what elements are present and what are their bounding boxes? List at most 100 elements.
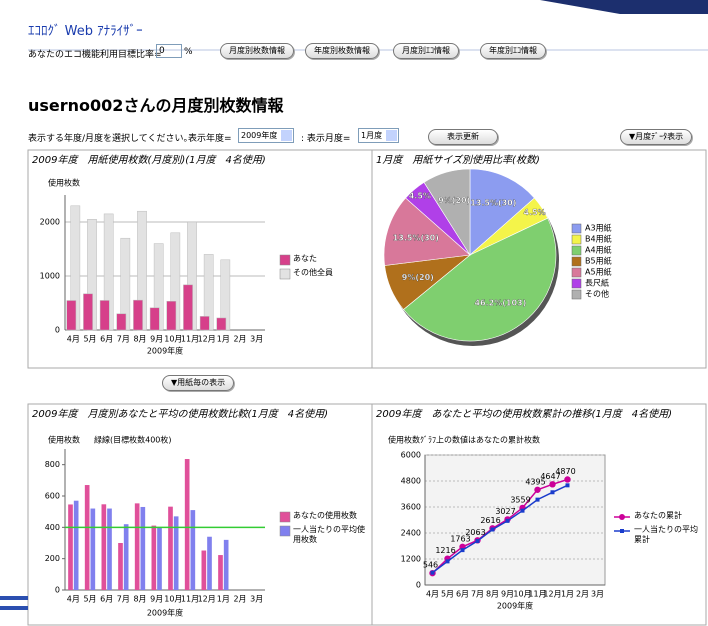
x-tick-label: 12月 bbox=[198, 335, 216, 344]
point bbox=[565, 483, 570, 488]
bar bbox=[216, 317, 227, 331]
x-tick-label: 6月 bbox=[100, 595, 113, 604]
y-tick-label: 0 bbox=[416, 581, 421, 590]
legend-label: B5用紙 bbox=[585, 256, 612, 266]
y-tick-label: 600 bbox=[45, 492, 60, 501]
update-button[interactable]: 表示更新 bbox=[428, 129, 498, 145]
legend-label: B4用紙 bbox=[585, 234, 612, 244]
legend-entry: 一人当たりの平均累計 bbox=[634, 525, 698, 544]
x-axis-title: 2009年度 bbox=[147, 608, 183, 618]
bottom-panel bbox=[27, 403, 707, 626]
legend-swatch bbox=[279, 268, 291, 280]
point bbox=[564, 476, 571, 483]
legend-entry: あなた bbox=[293, 254, 317, 263]
y-axis-title: 使用枚数 bbox=[388, 435, 420, 445]
data-label: 4647 bbox=[540, 472, 560, 481]
legend-swatch bbox=[571, 267, 582, 278]
x-tick-label: 2月 bbox=[233, 335, 246, 344]
slice-label: 9%(20) bbox=[438, 196, 470, 205]
bar bbox=[107, 508, 112, 590]
legend-swatch bbox=[571, 223, 582, 234]
annotation: 緑線(目標枚数400枚) bbox=[94, 435, 172, 445]
plot-area bbox=[424, 454, 606, 586]
x-tick-label: 1月 bbox=[217, 335, 230, 344]
x-tick-label: 9月 bbox=[150, 595, 163, 604]
x-axis-title: 2009年度 bbox=[147, 346, 183, 356]
data-label: 4395 bbox=[525, 477, 545, 486]
point bbox=[490, 527, 495, 532]
year-select[interactable]: 2009年度 bbox=[238, 128, 295, 143]
monthly-button[interactable]: ▼月度ﾃﾞｰﾀ表示 bbox=[620, 129, 693, 145]
legend-swatch bbox=[571, 245, 582, 256]
series-line bbox=[432, 484, 568, 574]
x-tick-label: 4月 bbox=[426, 590, 439, 599]
legend-swatch bbox=[571, 289, 582, 300]
x-tick-label: 10月 bbox=[513, 590, 531, 599]
bar bbox=[199, 316, 210, 331]
nav-button[interactable]: 年度別ｴｺ情報 bbox=[480, 43, 546, 59]
x-tick-label: 8月 bbox=[486, 590, 499, 599]
bar bbox=[99, 300, 110, 331]
legend-label: あなたの使用枚数 bbox=[293, 511, 357, 520]
x-tick-label: 5月 bbox=[83, 595, 96, 604]
paper-button[interactable]: ▼用紙毎の表示 bbox=[162, 375, 235, 391]
legend-label: あなた bbox=[293, 254, 317, 263]
app-title: ｴｺﾛｸﾞ Web ｱﾅﾗｲｻﾞｰ bbox=[28, 24, 143, 39]
month-select[interactable]: 1月度 bbox=[358, 128, 400, 143]
x-tick-label: 11月 bbox=[528, 590, 546, 599]
corner-decoration bbox=[540, 0, 708, 14]
legend-marker bbox=[620, 529, 624, 533]
y-axis-title: 使用枚数 bbox=[48, 435, 80, 445]
slice-label: 4.5% bbox=[409, 192, 431, 201]
data-label: 546 bbox=[423, 561, 438, 570]
point bbox=[475, 539, 480, 544]
bar bbox=[184, 459, 190, 590]
x-tick-label: 5月 bbox=[83, 335, 96, 344]
month-label: : 表示月度= bbox=[301, 134, 351, 144]
x-tick-label: 9月 bbox=[150, 335, 163, 344]
target-input[interactable]: 0 bbox=[156, 44, 182, 58]
x-tick-label: 3月 bbox=[250, 595, 263, 604]
y-tick-label: 2400 bbox=[401, 529, 421, 538]
nav-button[interactable]: 月度別ｴｺ情報 bbox=[393, 43, 459, 59]
legend-swatch bbox=[571, 278, 582, 289]
bar bbox=[173, 516, 179, 590]
pie-slice bbox=[403, 217, 557, 342]
point bbox=[534, 486, 541, 493]
y-tick-label: 800 bbox=[45, 460, 60, 469]
bar bbox=[66, 300, 77, 331]
point bbox=[460, 548, 465, 553]
bar bbox=[183, 284, 193, 331]
bar bbox=[68, 504, 73, 590]
legend-label: A3用紙 bbox=[585, 223, 612, 233]
x-tick-label: 4月 bbox=[67, 335, 80, 344]
chart-title: 1月度 用紙サイズ別使用比率(枚数) bbox=[376, 154, 540, 166]
point bbox=[505, 518, 510, 523]
x-tick-label: 2月 bbox=[233, 595, 246, 604]
pie-slice bbox=[469, 168, 535, 256]
x-tick-label: 9月 bbox=[501, 590, 514, 599]
legend-marker bbox=[619, 514, 625, 520]
x-tick-label: 8月 bbox=[133, 335, 146, 344]
bar bbox=[157, 527, 162, 590]
x-tick-label: 12月 bbox=[198, 595, 216, 604]
x-tick-label: 5月 bbox=[441, 590, 454, 599]
nav-button[interactable]: 月度別枚数情報 bbox=[220, 43, 294, 59]
pie-slice bbox=[423, 168, 471, 257]
point bbox=[430, 570, 435, 575]
x-tick-label: 12月 bbox=[543, 590, 561, 599]
legend-swatch bbox=[279, 525, 291, 537]
data-label: 1216 bbox=[435, 546, 455, 555]
nav-button[interactable]: 年度別枚数情報 bbox=[305, 43, 379, 59]
x-axis-title: 2009年度 bbox=[497, 601, 533, 611]
legend-swatch bbox=[279, 254, 291, 266]
bar bbox=[133, 299, 143, 331]
data-label: 2616 bbox=[480, 516, 500, 525]
point bbox=[549, 481, 556, 488]
bar bbox=[223, 539, 229, 590]
x-tick-label: 7月 bbox=[471, 590, 484, 599]
legend-label: A4用紙 bbox=[585, 245, 612, 255]
slice-label: 9%(20) bbox=[402, 273, 434, 282]
